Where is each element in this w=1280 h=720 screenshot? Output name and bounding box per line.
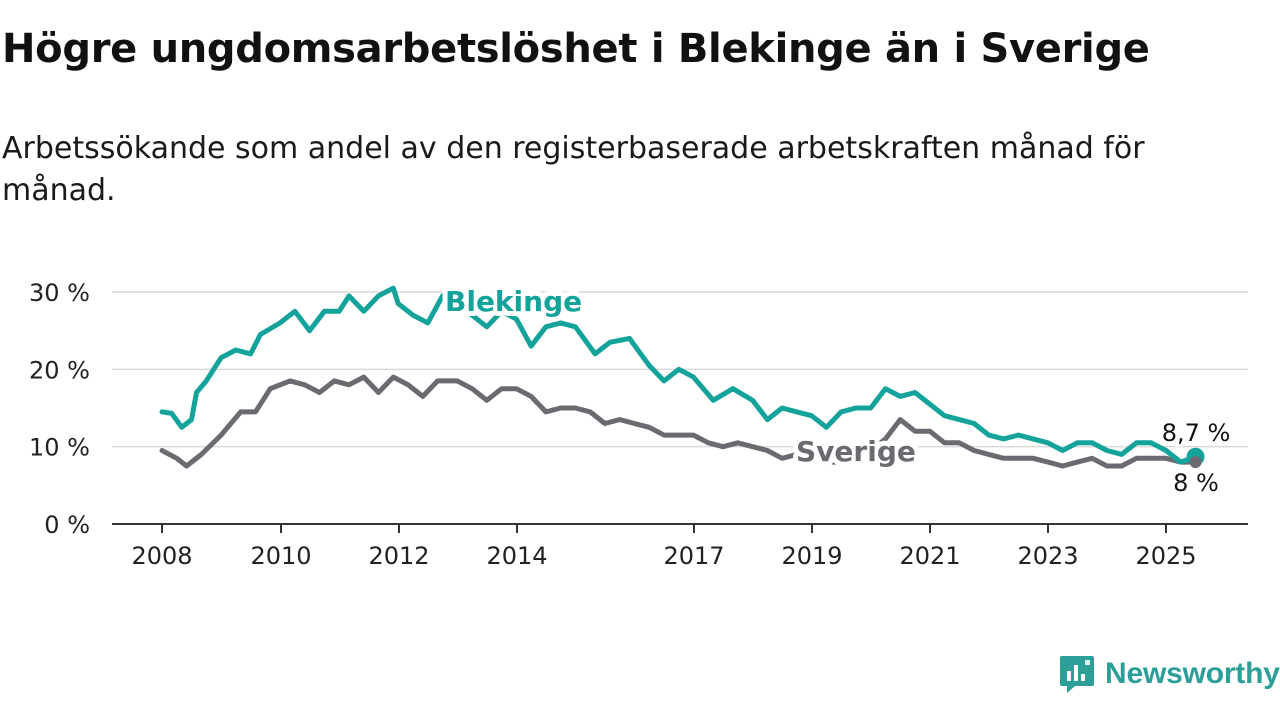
series-lines	[159, 285, 1205, 469]
x-tick-label: 2010	[250, 542, 311, 570]
chart-title: Högre ungdomsarbetslöshet i Blekinge än …	[2, 26, 1150, 72]
x-tick-label: 2023	[1017, 542, 1078, 570]
end-value-label-sverige: 8 %	[1173, 469, 1219, 497]
x-tick-label: 2012	[368, 542, 429, 570]
x-tick-label: 2008	[131, 542, 192, 570]
series-line-blekinge	[159, 285, 1198, 465]
x-tick-label: 2021	[899, 542, 960, 570]
x-tick-label: 2025	[1135, 542, 1196, 570]
chart-subtitle: Arbetssökande som andel av den registerb…	[2, 131, 1145, 208]
x-tick-label: 2017	[663, 542, 724, 570]
x-tick-label: 2019	[781, 542, 842, 570]
y-axis-tick-labels: 0 % 10 % 20 % 30 %	[29, 279, 90, 539]
series-label-sverige: Sverige	[796, 435, 916, 468]
newsworthy-logo: Newsworthy	[1059, 654, 1280, 694]
series-line-sverige	[159, 374, 1198, 469]
y-tick-label: 30 %	[29, 279, 90, 307]
end-marker-sverige	[1189, 456, 1202, 469]
y-tick-label: 20 %	[29, 356, 90, 384]
x-axis: 2008 2010 2012 2014 2017 2019 2021 2023 2025	[112, 523, 1248, 570]
x-tick-label: 2014	[486, 542, 547, 570]
brand-name: Newsworthy	[1105, 657, 1280, 690]
y-tick-label: 10 %	[29, 434, 90, 462]
newsworthy-logo-icon	[1060, 656, 1094, 693]
series-labels: Blekinge Sverige 8,7 % 8 %	[440, 280, 1233, 500]
series-label-blekinge: Blekinge	[445, 285, 582, 318]
end-value-label-blekinge: 8,7 %	[1162, 419, 1231, 447]
y-tick-label: 0 %	[44, 511, 90, 539]
